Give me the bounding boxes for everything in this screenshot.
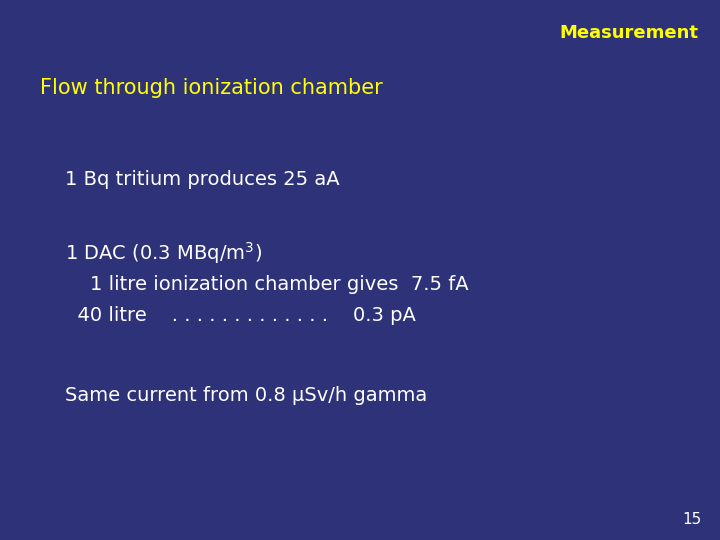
Text: 1 Bq tritium produces 25 aA: 1 Bq tritium produces 25 aA [65,170,339,189]
Text: 1 DAC (0.3 MBq/m$^3$): 1 DAC (0.3 MBq/m$^3$) [65,240,262,266]
Text: 15: 15 [683,511,702,526]
Text: Measurement: Measurement [559,24,698,42]
Text: 1 litre ionization chamber gives  7.5 fA: 1 litre ionization chamber gives 7.5 fA [65,275,469,294]
Text: Same current from 0.8 μSv/h gamma: Same current from 0.8 μSv/h gamma [65,386,427,405]
Text: 40 litre    . . . . . . . . . . . . .    0.3 pA: 40 litre . . . . . . . . . . . . . 0.3 p… [65,306,415,325]
Text: Flow through ionization chamber: Flow through ionization chamber [40,78,382,98]
